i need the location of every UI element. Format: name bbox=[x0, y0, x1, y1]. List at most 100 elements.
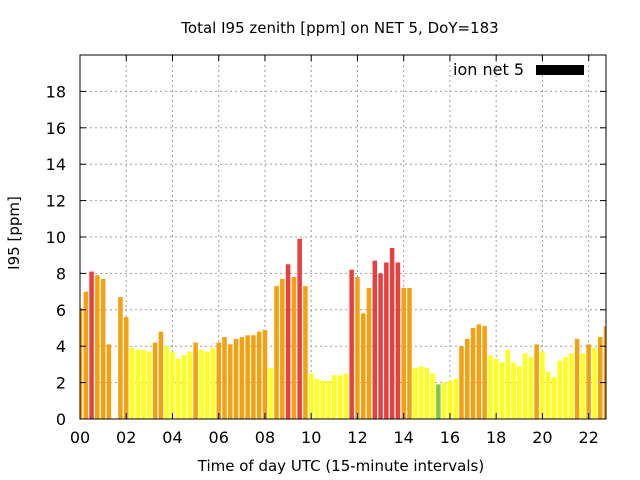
bar bbox=[395, 262, 401, 419]
bar bbox=[100, 278, 106, 419]
bar bbox=[418, 366, 424, 419]
y-tick-label: 6 bbox=[56, 301, 66, 320]
bar bbox=[488, 355, 493, 419]
bar bbox=[522, 353, 528, 419]
bar bbox=[459, 346, 464, 419]
x-tick-label: 06 bbox=[209, 428, 229, 447]
bar bbox=[592, 348, 597, 419]
x-tick-label: 02 bbox=[116, 428, 136, 447]
bar bbox=[430, 373, 435, 419]
bar bbox=[274, 286, 279, 419]
bar bbox=[80, 307, 83, 419]
x-tick-label: 00 bbox=[70, 428, 90, 447]
bar bbox=[118, 297, 123, 419]
y-tick-label: 16 bbox=[46, 119, 66, 138]
bar bbox=[372, 260, 378, 419]
bar bbox=[343, 373, 349, 419]
bar bbox=[349, 269, 354, 419]
bar bbox=[314, 378, 320, 419]
bar bbox=[95, 275, 100, 419]
bars bbox=[80, 238, 606, 419]
bar bbox=[545, 371, 551, 419]
bar bbox=[222, 337, 227, 419]
bar bbox=[170, 351, 175, 419]
bar bbox=[308, 373, 314, 419]
bar bbox=[233, 338, 239, 419]
bar bbox=[285, 264, 291, 419]
bar bbox=[193, 342, 198, 419]
bar bbox=[482, 326, 487, 419]
bar bbox=[569, 353, 574, 419]
bar bbox=[251, 335, 256, 419]
bar bbox=[551, 377, 557, 419]
bar bbox=[366, 287, 372, 419]
bar bbox=[152, 342, 158, 419]
y-tick-label: 0 bbox=[56, 410, 66, 429]
bar bbox=[355, 277, 360, 419]
bar bbox=[245, 335, 250, 419]
bar bbox=[268, 368, 274, 419]
bar bbox=[106, 344, 112, 419]
bar bbox=[441, 382, 447, 419]
bar bbox=[563, 357, 568, 419]
bar bbox=[574, 338, 580, 419]
bar bbox=[534, 344, 539, 419]
bar bbox=[204, 351, 210, 419]
bar bbox=[123, 317, 129, 419]
y-tick-label: 2 bbox=[56, 374, 66, 393]
x-tick-label: 22 bbox=[578, 428, 598, 447]
y-tick-labels: 0 2 4 6 8 10 12 14 16 18 bbox=[46, 82, 66, 429]
chart-title: Total I95 zenith [ppm] on NET 5, DoY=183 bbox=[180, 19, 498, 37]
bar bbox=[135, 349, 141, 419]
bar bbox=[332, 375, 337, 419]
bar bbox=[540, 351, 545, 419]
x-tick-label: 18 bbox=[486, 428, 506, 447]
legend: ion net 5 bbox=[453, 60, 584, 79]
bar bbox=[597, 337, 603, 419]
bar bbox=[436, 384, 441, 419]
grid bbox=[80, 55, 606, 419]
y-tick-label: 10 bbox=[46, 228, 66, 247]
bar bbox=[303, 286, 308, 419]
bar bbox=[499, 362, 505, 419]
ticks bbox=[79, 55, 606, 420]
bar bbox=[389, 247, 395, 419]
bar bbox=[511, 362, 516, 419]
bar bbox=[603, 326, 606, 419]
bar bbox=[280, 278, 285, 419]
x-tick-label: 20 bbox=[532, 428, 552, 447]
bar bbox=[557, 360, 563, 419]
bar bbox=[384, 262, 389, 419]
bar bbox=[580, 353, 586, 419]
x-tick-label: 14 bbox=[394, 428, 414, 447]
bar bbox=[256, 331, 262, 419]
y-tick-label: 4 bbox=[56, 337, 66, 356]
bar bbox=[465, 338, 470, 419]
bar bbox=[210, 348, 216, 419]
bar bbox=[470, 328, 476, 419]
y-axis-title: I95 [ppm] bbox=[5, 196, 23, 270]
y-tick-label: 18 bbox=[46, 82, 66, 101]
bar bbox=[424, 368, 430, 419]
bar bbox=[320, 380, 326, 419]
x-tick-labels: 00 02 04 06 08 10 12 14 16 18 20 22 bbox=[70, 428, 599, 447]
bar bbox=[239, 337, 245, 419]
legend-label: ion net 5 bbox=[453, 60, 524, 79]
x-tick-label: 16 bbox=[440, 428, 460, 447]
bar bbox=[199, 349, 204, 419]
bar bbox=[337, 375, 343, 419]
bar bbox=[447, 380, 453, 419]
bar bbox=[228, 344, 233, 419]
bar bbox=[164, 346, 169, 419]
bar bbox=[493, 358, 499, 419]
bar bbox=[360, 313, 366, 419]
bar bbox=[129, 348, 135, 419]
bar bbox=[378, 273, 383, 419]
bar bbox=[412, 368, 418, 419]
bar bbox=[216, 342, 221, 419]
bar bbox=[158, 331, 164, 419]
bar bbox=[517, 366, 522, 419]
bar bbox=[262, 329, 268, 419]
bar bbox=[476, 324, 482, 419]
